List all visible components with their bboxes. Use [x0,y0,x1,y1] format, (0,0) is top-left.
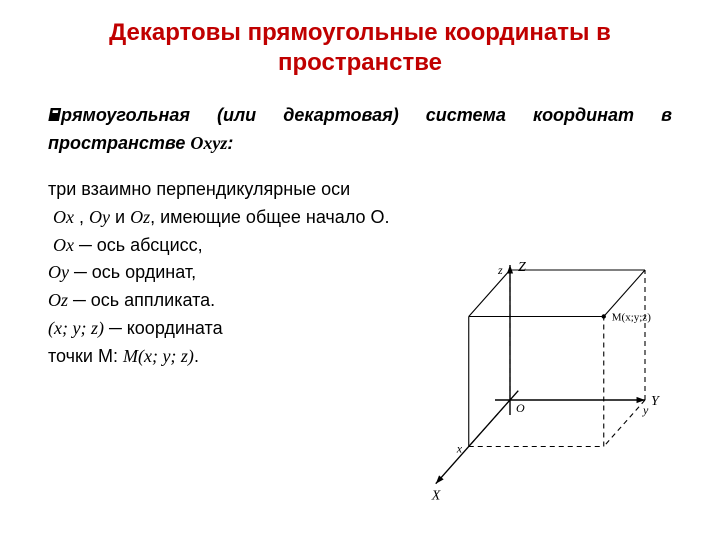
ox-tail: ─ ось абсцисс, [74,235,203,255]
lead-paragraph: Прямоугольная (или декартовая) система к… [48,102,672,158]
names-tail: , имеющие общее начало O. [150,207,389,227]
page-title: Декартовы прямоугольные координаты в про… [0,0,720,84]
oy-tail: ─ ось ординат, [69,262,196,282]
point-sym: M(x; y; z) [123,346,194,366]
line-intro: три взаимно перпендикулярные оси [48,176,672,204]
lead-c: : [227,133,233,153]
ox: Ox [53,207,74,227]
oy: Oy [89,207,110,227]
lead-a: Прямоугольная (или декартовая) система к… [48,105,672,153]
svg-text:z: z [497,263,503,277]
oy-sym: Oy [48,262,69,282]
point-post: . [194,346,199,366]
oz-tail: ─ ось аппликата. [68,290,215,310]
svg-text:Z: Z [518,260,526,275]
svg-text:y: y [642,403,649,417]
point-pre: точки M: [48,346,123,366]
svg-text:x: x [456,442,463,456]
svg-text:Y: Y [651,394,661,409]
lead-b: Oxyz [190,133,227,153]
oz: Oz [130,207,150,227]
oz-sym: Oz [48,290,68,310]
coord-sym: (x; y; z) [48,318,104,338]
bullet [50,113,58,121]
svg-text:X: X [431,489,441,504]
coord-tail: ─ координата [104,318,223,338]
svg-text:O: O [516,401,525,415]
svg-text:M(x;y;z): M(x;y;z) [612,312,651,324]
ox-sym: Ox [53,235,74,255]
coord-diagram: X Y Z Ox y z M(x;y;z) [380,215,690,525]
